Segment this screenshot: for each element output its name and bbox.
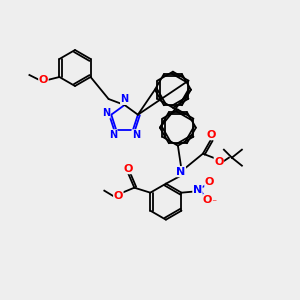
Text: O: O	[124, 164, 133, 174]
Text: O: O	[206, 130, 216, 140]
Text: N: N	[102, 108, 110, 118]
Text: N: N	[176, 167, 185, 177]
Text: O: O	[39, 75, 48, 85]
Text: N: N	[109, 130, 117, 140]
Text: ⁻: ⁻	[211, 199, 216, 209]
Text: O: O	[203, 195, 212, 205]
Text: O: O	[205, 177, 214, 187]
Text: N: N	[121, 94, 129, 104]
Text: O: O	[214, 157, 224, 167]
Text: O: O	[114, 191, 123, 201]
Text: N: N	[193, 185, 202, 195]
Text: N: N	[132, 130, 140, 140]
